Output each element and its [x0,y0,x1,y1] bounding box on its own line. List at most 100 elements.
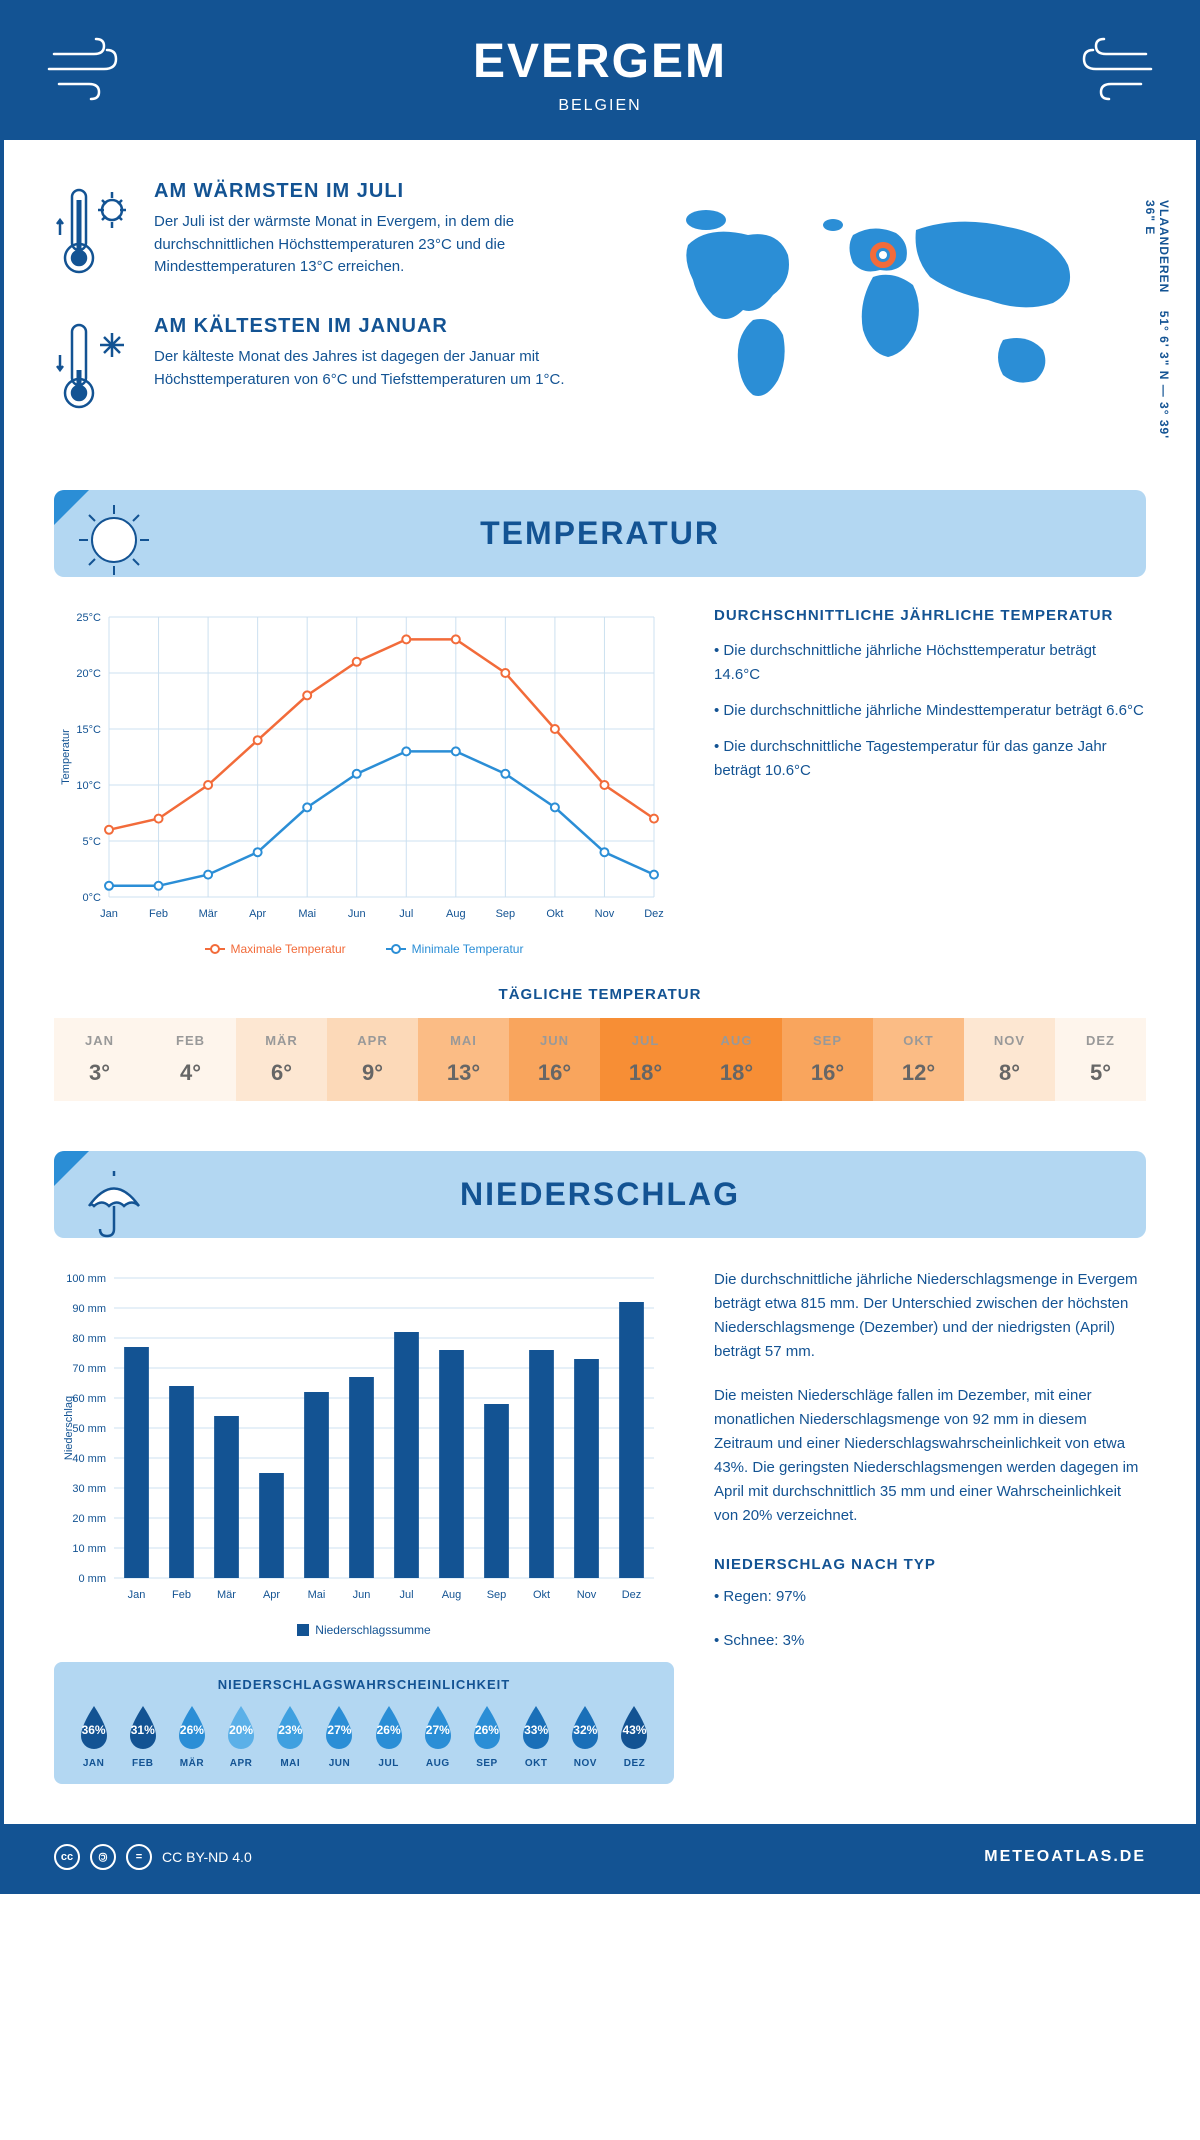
precip-section-header: NIEDERSCHLAG [54,1151,1146,1238]
daily-cell: APR9° [327,1018,418,1101]
temp-text-heading: DURCHSCHNITTLICHE JÄHRLICHE TEMPERATUR [714,607,1146,624]
thermometer-snow-icon [54,315,134,420]
svg-text:90 mm: 90 mm [72,1303,106,1315]
svg-text:Okt: Okt [546,908,563,920]
temp-b2: • Die durchschnittliche jährliche Mindes… [714,699,1146,723]
svg-text:20°C: 20°C [76,668,101,680]
svg-text:Feb: Feb [172,1589,191,1601]
intro-row: AM WÄRMSTEN IM JULI Der Juli ist der wär… [54,180,1146,450]
nd-icon: = [126,1844,152,1870]
daily-cell: SEP16° [782,1018,873,1101]
daily-cell: MÄR6° [236,1018,327,1101]
svg-text:20 mm: 20 mm [72,1513,106,1525]
cold-title: AM KÄLTESTEN IM JANUAR [154,315,580,338]
svg-text:15°C: 15°C [76,724,101,736]
prob-drop: 27%AUG [413,1704,462,1769]
precip-bar-chart: 0 mm10 mm20 mm30 mm40 mm50 mm60 mm70 mm8… [54,1268,674,1608]
svg-text:Mär: Mär [217,1589,236,1601]
svg-text:Mai: Mai [308,1589,326,1601]
precip-row: 0 mm10 mm20 mm30 mm40 mm50 mm60 mm70 mm8… [54,1268,1146,1784]
daily-cell: JAN3° [54,1018,145,1101]
umbrella-icon [74,1161,154,1246]
daily-cell: AUG18° [691,1018,782,1101]
temp-line-chart: 0°C5°C10°C15°C20°C25°CJanFebMärAprMaiJun… [54,607,674,927]
svg-text:Sep: Sep [487,1589,507,1601]
cold-text: AM KÄLTESTEN IM JANUAR Der kälteste Mona… [154,315,580,420]
daily-cell: FEB4° [145,1018,236,1101]
temp-row: 0°C5°C10°C15°C20°C25°CJanFebMärAprMaiJun… [54,607,1146,956]
prob-drop: 26%SEP [462,1704,511,1769]
warm-text: AM WÄRMSTEN IM JULI Der Juli ist der wär… [154,180,580,285]
city-title: EVERGEM [24,34,1176,89]
svg-text:Apr: Apr [249,908,266,920]
warm-title: AM WÄRMSTEN IM JULI [154,180,580,203]
temp-chart: 0°C5°C10°C15°C20°C25°CJanFebMärAprMaiJun… [54,607,674,956]
svg-text:60 mm: 60 mm [72,1393,106,1405]
wind-icon [44,34,134,109]
svg-text:Jan: Jan [128,1589,146,1601]
temp-legend: Maximale Temperatur Minimale Temperatur [54,942,674,956]
prob-drop: 33%OKT [512,1704,561,1769]
svg-text:Jul: Jul [399,908,413,920]
svg-text:Niederschlag: Niederschlag [63,1396,75,1460]
svg-text:Temperatur: Temperatur [60,729,72,785]
cold-desc: Der kälteste Monat des Jahres ist dagege… [154,346,580,391]
prob-box: NIEDERSCHLAGSWAHRSCHEINLICHKEIT 36%JAN31… [54,1662,674,1784]
svg-text:Apr: Apr [263,1589,280,1601]
svg-text:Jun: Jun [353,1589,371,1601]
daily-cell: JUN16° [509,1018,600,1101]
svg-text:10 mm: 10 mm [72,1543,106,1555]
svg-text:Sep: Sep [496,908,516,920]
cold-block: AM KÄLTESTEN IM JANUAR Der kälteste Mona… [54,315,580,420]
svg-text:70 mm: 70 mm [72,1363,106,1375]
svg-text:Dez: Dez [622,1589,642,1601]
daily-cell: JUL18° [600,1018,691,1101]
brand: METEOATLAS.DE [984,1848,1146,1866]
svg-text:30 mm: 30 mm [72,1483,106,1495]
svg-text:Nov: Nov [577,1589,597,1601]
svg-text:5°C: 5°C [83,836,102,848]
svg-text:80 mm: 80 mm [72,1333,106,1345]
country-subtitle: BELGIEN [24,97,1176,115]
svg-text:Jun: Jun [348,908,366,920]
sun-icon [74,500,154,585]
precip-snow: • Schnee: 3% [714,1629,1146,1653]
temp-b1: • Die durchschnittliche jährliche Höchst… [714,639,1146,687]
wind-icon [1066,34,1156,109]
precip-rain: • Regen: 97% [714,1585,1146,1609]
temp-b3: • Die durchschnittliche Tagestemperatur … [714,735,1146,783]
prob-drop: 26%MÄR [167,1704,216,1769]
svg-text:Mai: Mai [298,908,316,920]
daily-temp-strip: JAN3°FEB4°MÄR6°APR9°MAI13°JUN16°JUL18°AU… [54,1018,1146,1101]
precip-legend: Niederschlagssumme [54,1623,674,1637]
content: AM WÄRMSTEN IM JULI Der Juli ist der wär… [4,140,1196,1824]
precip-left: 0 mm10 mm20 mm30 mm40 mm50 mm60 mm70 mm8… [54,1268,674,1784]
svg-text:Nov: Nov [595,908,615,920]
footer: cc 🄯 = CC BY-ND 4.0 METEOATLAS.DE [4,1824,1196,1890]
prob-drop: 26%JUL [364,1704,413,1769]
svg-text:Jan: Jan [100,908,118,920]
precip-text: Die durchschnittliche jährliche Niedersc… [714,1268,1146,1784]
world-map [620,180,1146,430]
prob-title: NIEDERSCHLAGSWAHRSCHEINLICHKEIT [69,1677,659,1692]
prob-drop: 36%JAN [69,1704,118,1769]
svg-text:100 mm: 100 mm [66,1273,106,1285]
temp-title: TEMPERATUR [74,515,1126,552]
by-icon: 🄯 [90,1844,116,1870]
prob-drop: 20%APR [217,1704,266,1769]
temp-section-header: TEMPERATUR [54,490,1146,577]
prob-drop: 43%DEZ [610,1704,659,1769]
daily-cell: DEZ5° [1055,1018,1146,1101]
temp-text: DURCHSCHNITTLICHE JÄHRLICHE TEMPERATUR •… [714,607,1146,956]
svg-text:Mär: Mär [199,908,218,920]
prob-drop: 23%MAI [266,1704,315,1769]
precip-title: NIEDERSCHLAG [74,1176,1126,1213]
svg-text:10°C: 10°C [76,780,101,792]
svg-text:50 mm: 50 mm [72,1423,106,1435]
svg-text:40 mm: 40 mm [72,1453,106,1465]
cc-icon: cc [54,1844,80,1870]
precip-type-heading: NIEDERSCHLAG NACH TYP [714,1553,1146,1577]
precip-p2: Die meisten Niederschläge fallen im Deze… [714,1384,1146,1528]
svg-text:0°C: 0°C [83,892,102,904]
page: EVERGEM BELGIEN AM WÄRMSTEN IM JULI Der … [0,0,1200,1894]
